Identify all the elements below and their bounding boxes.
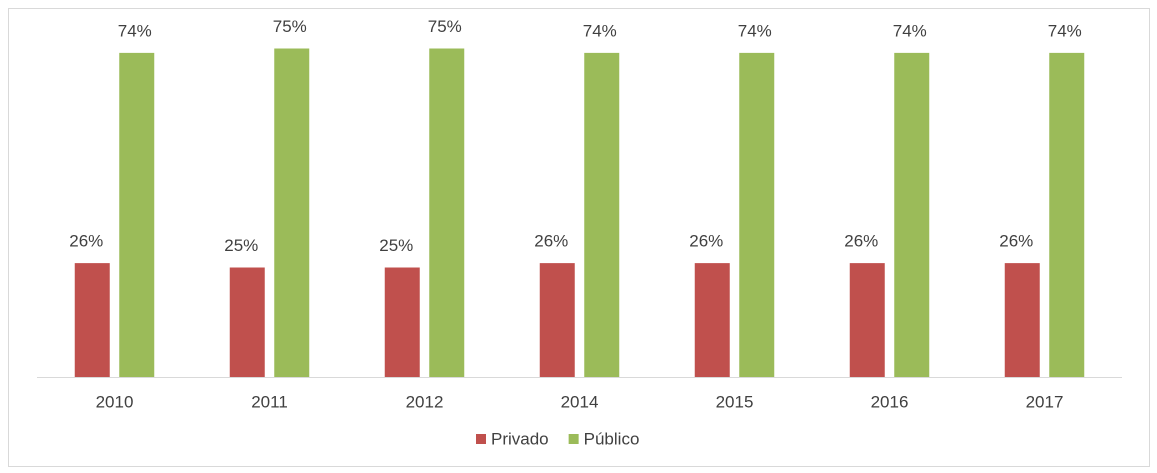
bar — [849, 263, 885, 377]
x-tick-label: 2014 — [561, 392, 599, 411]
legend-label: Público — [584, 429, 640, 448]
legend-label: Privado — [491, 429, 549, 448]
x-tick-label: 2010 — [96, 392, 134, 411]
legend-swatch — [476, 434, 486, 444]
bar — [694, 263, 730, 377]
bar — [429, 48, 465, 377]
data-label: 26% — [534, 232, 568, 251]
data-label: 25% — [224, 236, 258, 255]
bar — [274, 48, 310, 377]
x-tick-label: 2016 — [871, 392, 909, 411]
data-label: 75% — [428, 17, 462, 36]
bar — [1004, 263, 1040, 377]
chart-border — [8, 8, 1150, 467]
bar — [119, 52, 155, 377]
data-label: 26% — [689, 232, 723, 251]
data-label: 74% — [583, 21, 617, 40]
data-label: 75% — [273, 17, 307, 36]
bar — [894, 52, 930, 377]
data-label: 26% — [69, 232, 103, 251]
bar — [384, 267, 420, 377]
x-tick-label: 2015 — [716, 392, 754, 411]
bar — [739, 52, 775, 377]
bar — [539, 263, 575, 377]
x-tick-label: 2017 — [1026, 392, 1064, 411]
data-label: 74% — [893, 21, 927, 40]
legend-swatch — [568, 434, 579, 444]
bar — [584, 52, 620, 377]
x-tick-label: 2011 — [251, 392, 288, 411]
data-label: 26% — [844, 232, 878, 251]
bar — [74, 263, 110, 377]
x-tick-label: 2012 — [406, 392, 444, 411]
data-label: 74% — [118, 21, 152, 40]
data-label: 25% — [379, 236, 413, 255]
bar — [229, 267, 265, 377]
bar — [1049, 52, 1085, 377]
data-label: 74% — [1048, 21, 1082, 40]
data-label: 74% — [738, 21, 772, 40]
data-label: 26% — [999, 232, 1033, 251]
